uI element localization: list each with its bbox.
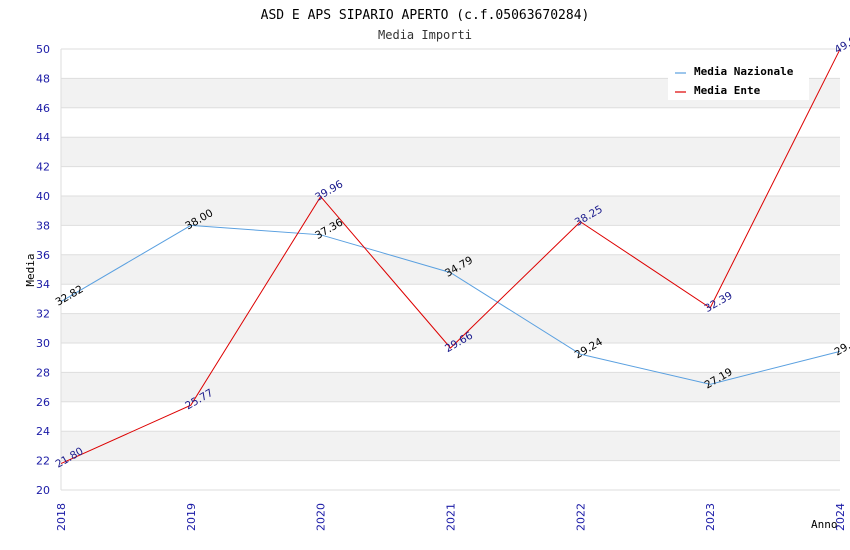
x-tick-label: 2019 [185,503,198,531]
series-lines [60,49,841,464]
series-line-media-ente [60,49,841,464]
y-tick-label: 42 [36,161,50,174]
x-tick-label: 2023 [704,503,717,531]
grid-band [61,431,840,461]
y-tick-label: 48 [36,72,50,85]
y-tick-label: 32 [36,308,50,321]
y-axis-label: Media [24,253,37,286]
y-tick-label: 46 [36,102,50,115]
series-line-media-nazionale [60,224,841,385]
y-tick-label: 22 [36,455,50,468]
grid-bands [61,49,840,490]
y-axis-ticks: 20 22 24 26 28 30 32 34 36 38 40 42 44 46 48 50 [36,43,50,497]
grid-band [61,196,840,226]
grid-band [61,372,840,402]
chart-title: ASD E APS SIPARIO APERTO (c.f.0506367028… [261,8,590,23]
y-tick-label: 34 [36,278,50,291]
x-axis-ticks: 2018 2019 2020 2021 2022 2023 2024 [55,503,847,531]
legend-background [668,62,809,100]
y-tick-label: 44 [36,131,50,144]
x-tick-label: 2018 [55,503,68,531]
y-tick-label: 50 [36,43,50,56]
y-tick-label: 38 [36,219,50,232]
legend-label-media-nazionale: Media Nazionale [694,65,794,78]
y-tick-label: 36 [36,249,50,262]
grid-band [61,107,840,138]
grid-band [61,254,840,285]
grid-band [61,137,840,167]
grid-band [61,225,840,255]
grid-band [61,166,840,196]
chart-subtitle: Media Importi [378,28,472,42]
y-tick-label: 28 [36,366,50,379]
x-tick-label: 2021 [445,503,458,531]
x-axis-label: Anno [811,518,838,531]
grid-band [61,460,840,490]
legend: Media Nazionale Media Ente [668,62,809,100]
y-tick-label: 40 [36,190,50,203]
legend-label-media-ente: Media Ente [694,84,761,97]
x-tick-label: 2020 [315,503,328,531]
grid-band [61,313,840,343]
grid-band [61,401,840,432]
x-tick-label: 2024 [834,503,847,531]
y-tick-label: 24 [36,425,50,438]
y-tick-label: 26 [36,396,50,409]
y-tick-label: 30 [36,337,50,350]
x-tick-label: 2022 [574,503,587,531]
y-tick-label: 20 [36,484,50,497]
grid-band [61,284,840,314]
